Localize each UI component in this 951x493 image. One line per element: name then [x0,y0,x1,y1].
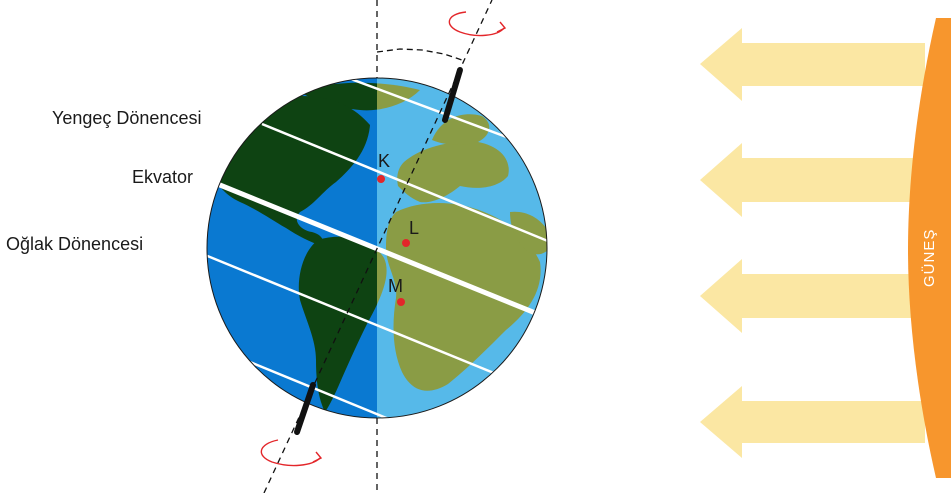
equator-line [214,180,547,326]
south-axis-rod [294,382,316,435]
equator-label: Ekvator [132,167,193,187]
globe-outline [206,77,548,419]
antarctic-line [244,358,441,418]
point-m-label: M [388,276,403,296]
sun-ray-arrow [700,386,925,458]
point-l-label: L [409,218,419,238]
sun-shape [908,18,951,478]
point-m-marker [397,298,405,306]
sun-ray-arrow [700,143,925,217]
sun-rays [700,28,925,458]
sun-ray-arrow [700,259,925,333]
tilt-angle-marker [376,48,463,61]
point-k-marker [377,175,385,183]
tropic-cancer-line [261,122,547,248]
north-rotation-arrow [448,11,507,37]
sun-ray-arrow [700,28,925,101]
sun-label: GÜNEŞ [920,229,938,287]
tropic-cancer-label: Yengeç Dönencesi [52,108,201,128]
south-rotation-arrow [260,439,323,467]
point-l-marker [402,239,410,247]
tropic-capricorn-label: Oğlak Dönencesi [6,234,143,254]
point-k-label: K [378,151,390,171]
north-axis-rod [442,67,463,123]
earth-globe [207,78,547,418]
arctic-line [299,78,521,144]
